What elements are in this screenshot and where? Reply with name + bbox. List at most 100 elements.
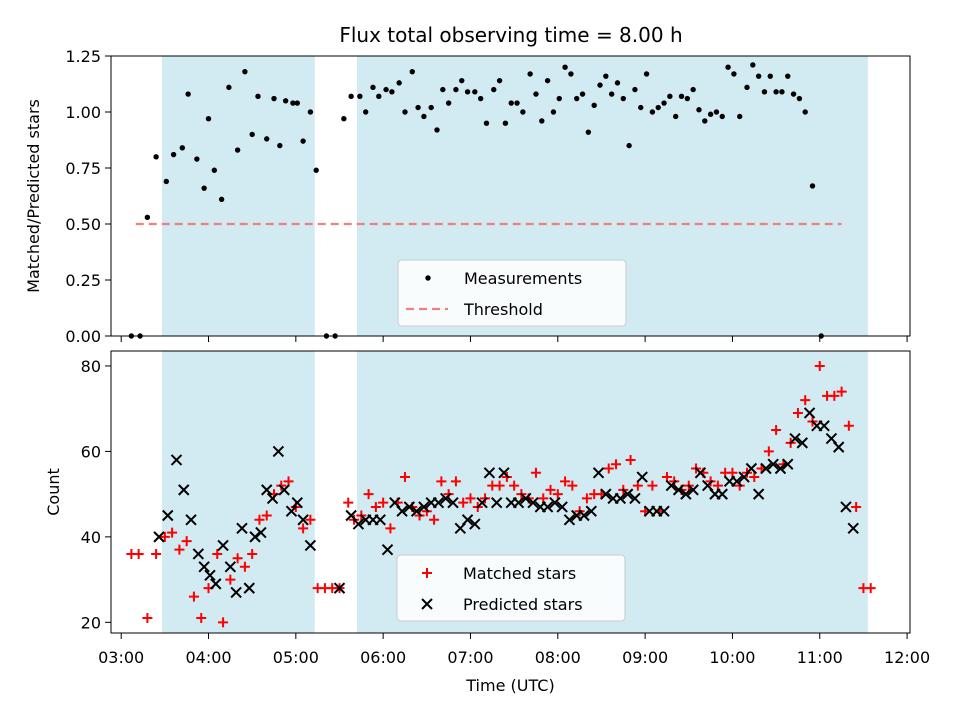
measurement-point: [702, 118, 708, 124]
measurement-point: [483, 120, 490, 126]
measurement-point: [370, 84, 376, 91]
predicted-star-point: [658, 505, 670, 517]
matched-star-point: [174, 544, 185, 555]
matched-star-point: [370, 501, 381, 512]
top-data-marks: [128, 62, 842, 339]
bottom-y-tick-label: 80: [81, 357, 101, 376]
x-tick-label: 11:00: [797, 648, 843, 667]
predicted-star-point: [418, 501, 430, 513]
bottom-panel: 20 40 60 80 03:00 04:00 05:00 06:00 07:00 08:00 09…: [44, 350, 930, 695]
predicted-star-point: [261, 484, 273, 496]
measurement-point: [445, 100, 452, 106]
measurement-point: [539, 118, 545, 124]
predicted-star-point: [541, 501, 554, 513]
predicted-star-point: [291, 496, 303, 509]
measurement-point: [249, 131, 255, 138]
measurement-point: [383, 86, 389, 93]
predicted-star-point: [266, 492, 279, 505]
measurement-point: [527, 71, 533, 77]
predicted-star-point: [665, 479, 678, 492]
measurement-point: [684, 95, 691, 102]
x-tick-label: 12:00: [884, 648, 930, 667]
matched-star-point: [142, 613, 153, 624]
bottom-y-tick-label: 60: [81, 442, 101, 461]
predicted-star-point: [285, 505, 298, 517]
x-tick-label: 06:00: [360, 648, 406, 667]
predicted-star-point: [483, 467, 496, 479]
predicted-star-point: [440, 492, 452, 505]
matched-star-point: [385, 523, 396, 534]
matched-star-point: [829, 390, 840, 401]
matched-star-point: [603, 463, 614, 474]
predicted-star-point: [512, 496, 525, 509]
observing-window-1: [161, 351, 315, 633]
bottom-axes: 20 40 60 80 03:00 04:00 05:00 06:00 07:00 08:00 09…: [44, 350, 930, 695]
predicted-star-point: [410, 505, 423, 517]
measurement-point: [211, 167, 218, 173]
measurement-point: [802, 109, 808, 115]
predicted-star-point: [716, 488, 728, 500]
matched-star-point: [151, 548, 162, 559]
matched-star-point: [399, 472, 410, 483]
measurement-point: [234, 147, 241, 153]
measurement-point: [533, 91, 539, 97]
measurement-point: [472, 89, 478, 95]
bottom-legend-box: [396, 554, 626, 622]
measurement-point: [790, 91, 797, 97]
matched-star-point: [843, 420, 854, 431]
predicted-star-point: [192, 548, 205, 560]
measurement-point: [226, 84, 232, 91]
bottom-y-tick-label: 40: [81, 528, 101, 547]
measurement-point: [440, 86, 446, 93]
measurement-point: [459, 77, 465, 84]
measurement-point: [725, 64, 731, 70]
matched-star-point: [181, 536, 192, 547]
measurement-point: [591, 102, 597, 108]
matched-star-point: [647, 480, 658, 491]
predicted-star-point: [278, 484, 290, 496]
predicted-star-point: [752, 488, 765, 500]
measurement-point: [255, 93, 261, 100]
bottom-legend: Matched stars Predicted stars: [396, 554, 626, 622]
top-y-tick-label: 0.00: [65, 327, 101, 346]
predicted-star-point: [527, 496, 539, 509]
predicted-star-point: [333, 582, 346, 594]
matched-star-point: [771, 425, 782, 436]
predicted-star-point: [204, 569, 216, 582]
predicted-star-point: [731, 475, 743, 488]
predicted-star-point: [198, 561, 210, 573]
x-tick-label: 10:00: [709, 648, 755, 667]
measurement-point: [409, 68, 415, 75]
predicted-star-point: [243, 582, 255, 594]
predicted-star-point: [614, 492, 627, 505]
measurement-point: [767, 73, 773, 79]
matched-star-point: [225, 574, 236, 585]
measurement-point: [362, 109, 369, 115]
predicted-star-point: [272, 445, 285, 458]
matched-star-point: [865, 583, 876, 594]
measurement-point: [153, 154, 159, 160]
predicted-star-point: [381, 543, 394, 556]
measurement-point: [402, 109, 408, 115]
predicted-star-point: [374, 514, 386, 526]
matched-star-point: [218, 617, 229, 628]
predicted-star-point: [210, 578, 222, 590]
measurement-point: [415, 104, 421, 111]
measurement-point: [341, 116, 347, 122]
measurement-point: [520, 109, 526, 115]
measurement-point: [568, 71, 574, 77]
predicted-star-point: [563, 514, 576, 526]
measurement-point: [744, 84, 750, 91]
matched-star-point: [800, 395, 811, 406]
matched-star-point: [545, 484, 556, 495]
legend-predicted-swatch: [421, 598, 433, 610]
predicted-star-point: [476, 496, 488, 509]
predicted-star-point: [767, 458, 779, 470]
measurement-point: [785, 73, 791, 79]
measurement-point: [282, 98, 289, 104]
measurement-point: [242, 68, 248, 75]
measurement-point: [544, 77, 551, 84]
matched-star-point: [458, 497, 469, 508]
matched-star-point: [298, 523, 309, 534]
measurement-point: [376, 93, 382, 100]
